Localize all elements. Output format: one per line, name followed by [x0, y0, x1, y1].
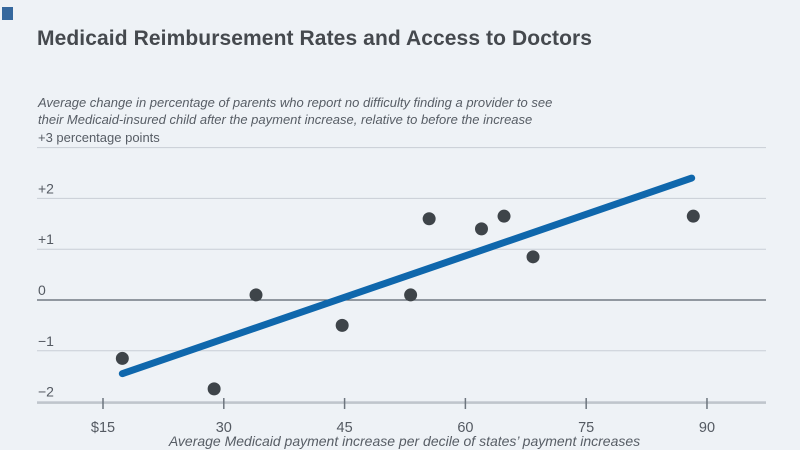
x-tick-label: $15 — [91, 420, 115, 436]
y-tick-label: +2 — [38, 180, 54, 196]
y-tick-label: 0 — [38, 282, 46, 298]
x-tick-label: 90 — [699, 420, 715, 436]
y-axis-unit-label: +3 percentage points — [38, 130, 160, 145]
chart-subtitle: Average change in percentage of parents … — [38, 94, 552, 128]
y-tick-label: −1 — [38, 333, 54, 349]
data-point — [404, 288, 418, 302]
x-tick-label: 75 — [578, 420, 594, 436]
y-tick-label: +1 — [38, 231, 54, 247]
publisher-logo-icon — [2, 7, 13, 20]
data-point — [115, 351, 129, 365]
data-point — [335, 318, 349, 332]
chart-title: Medicaid Reimbursement Rates and Access … — [37, 27, 593, 50]
data-point — [422, 212, 436, 226]
data-point — [474, 222, 488, 236]
x-tick-label: 30 — [216, 420, 232, 436]
x-tick-label: 45 — [337, 420, 353, 436]
data-point — [686, 209, 700, 223]
data-point — [497, 209, 511, 223]
x-axis-title: Average Medicaid payment increase per de… — [168, 433, 640, 449]
trend-line — [118, 174, 696, 378]
y-tick-label: −2 — [38, 384, 54, 400]
x-tick-label: 60 — [457, 420, 473, 436]
data-point — [249, 288, 263, 302]
data-point — [526, 250, 540, 264]
data-point — [207, 382, 221, 396]
chart-subtitle-line1: Average change in percentage of parents … — [38, 95, 553, 110]
chart-subtitle-line2: their Medicaid-insured child after the p… — [38, 112, 533, 127]
